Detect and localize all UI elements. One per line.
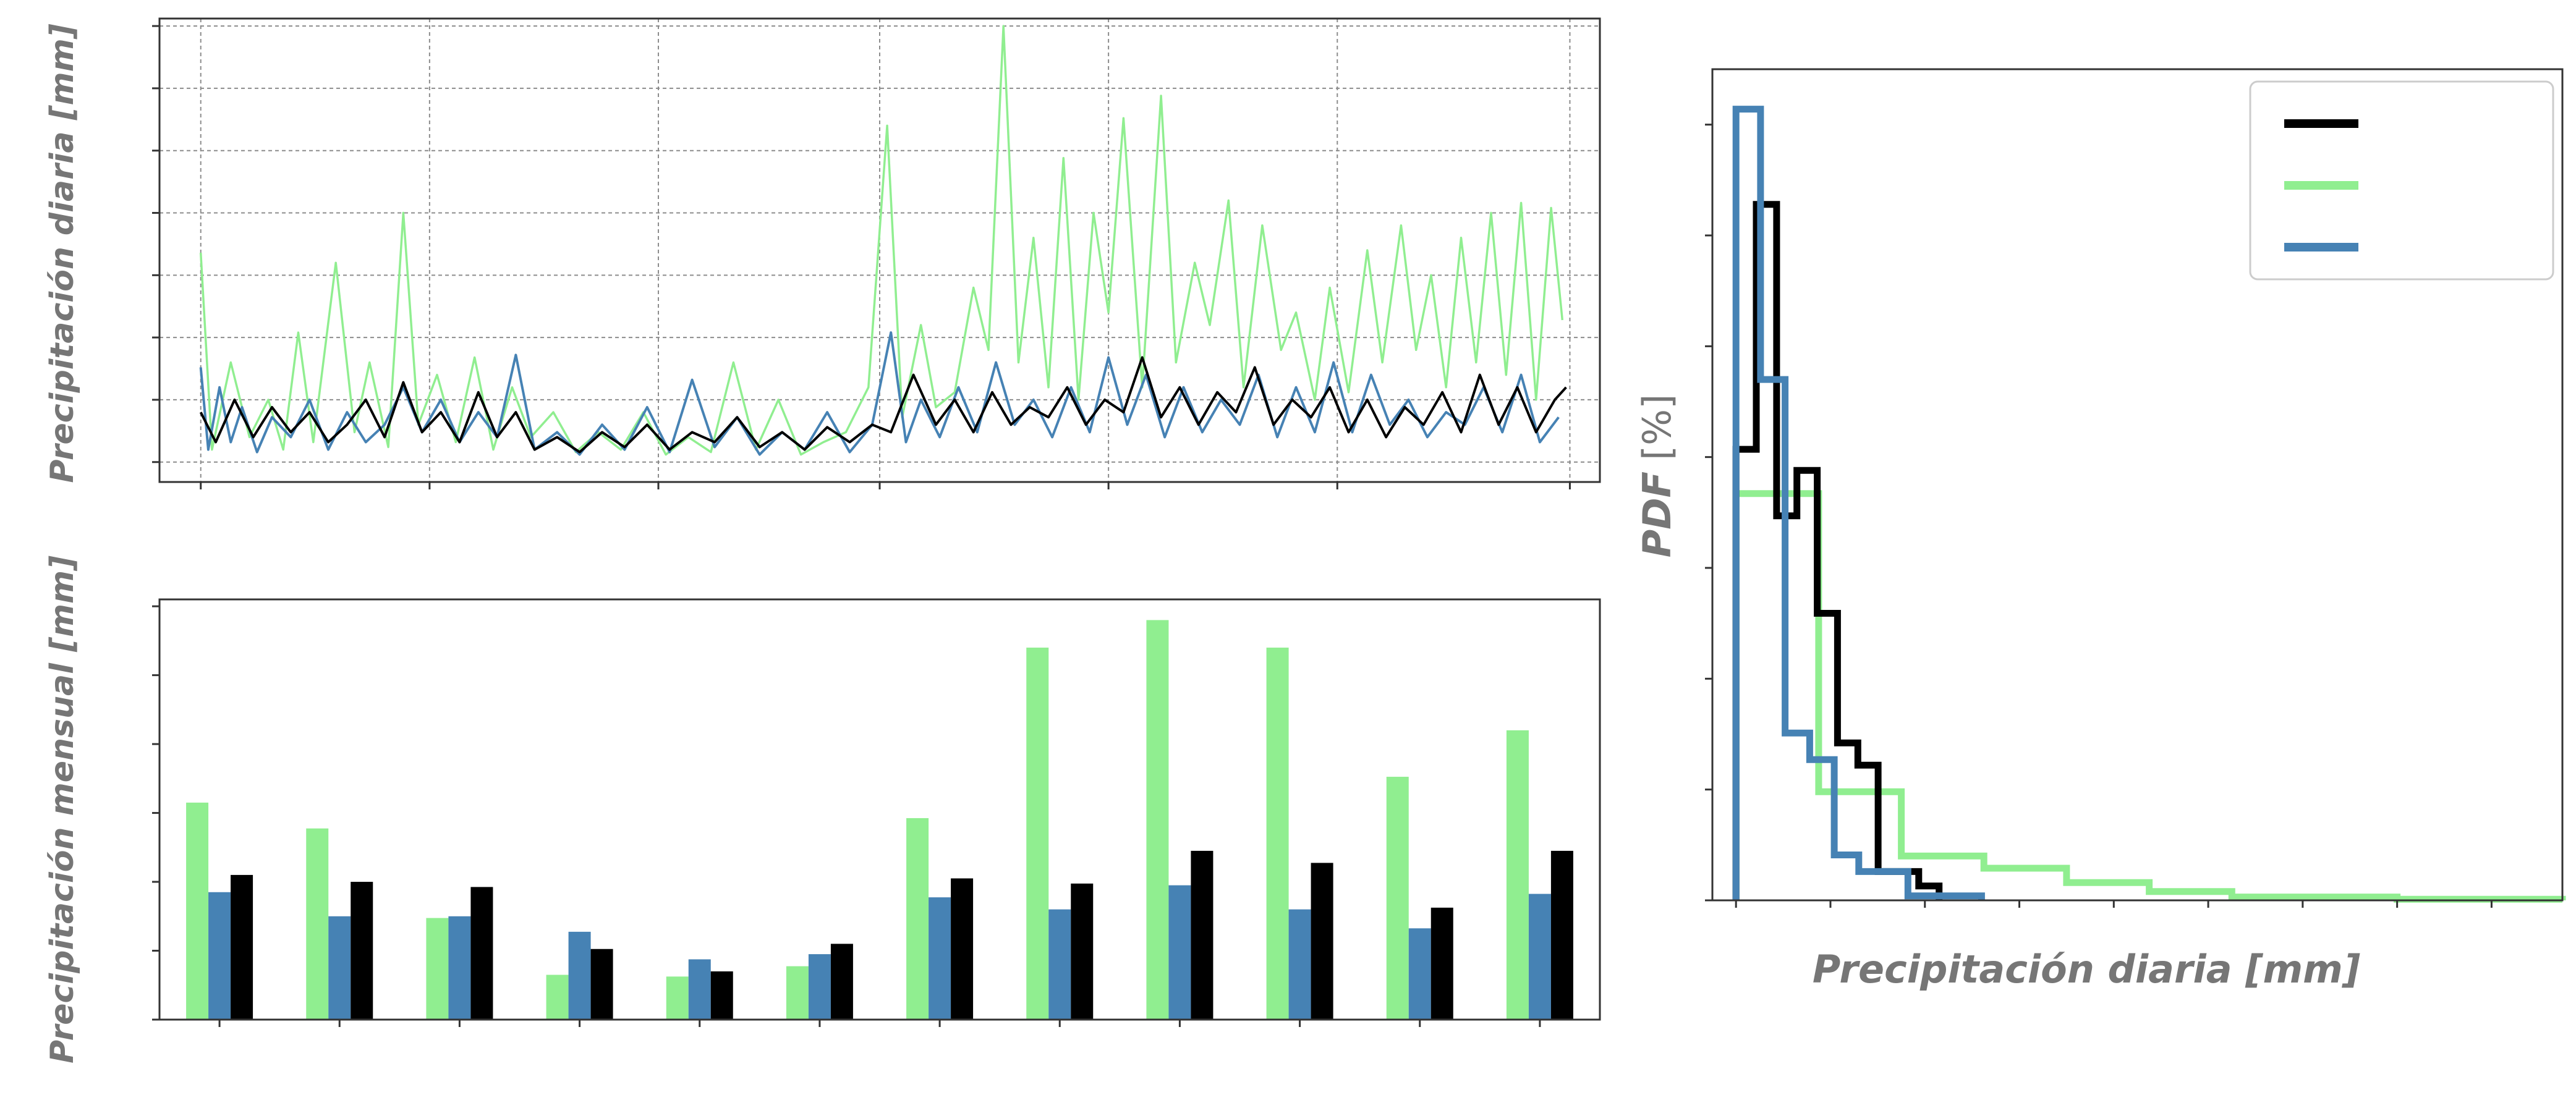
svg-text:PDF[%]: PDF [%] xyxy=(1634,394,1680,558)
monthly-bar-goes xyxy=(666,976,689,1020)
monthly-bar-goes xyxy=(186,802,209,1020)
monthly-bar-imerg xyxy=(568,931,591,1020)
monthly-bar-panel: Precipitación mensual [mm] xyxy=(44,556,1601,1063)
pdf-histogram-panel: Precipitación diaria [mm] PDF [%] xyxy=(1634,68,2566,992)
monthly-bar-imerg xyxy=(1528,894,1551,1020)
monthly-bar-goes xyxy=(906,818,929,1020)
monthly-bar-imerg xyxy=(1048,909,1071,1020)
pdf-legend xyxy=(2249,80,2554,281)
monthly-bar-radar xyxy=(1191,850,1214,1020)
monthly-bar-imerg xyxy=(808,954,831,1020)
pdf-axes-frame xyxy=(1711,68,2564,902)
pdf-ylabel-units: [%] xyxy=(1634,394,1680,460)
pdf-steps xyxy=(1732,106,2566,903)
monthly-bar-goes xyxy=(1266,648,1289,1020)
monthly-bar-radar xyxy=(1071,883,1094,1020)
daily-grid xyxy=(159,19,1600,482)
monthly-bar-imerg xyxy=(448,916,471,1020)
monthly-axes-frame xyxy=(158,598,1601,1021)
monthly-bar-imerg xyxy=(1168,885,1191,1020)
monthly-bar-radar xyxy=(351,882,373,1020)
monthly-bar-goes xyxy=(306,828,329,1020)
pdf-xlabel: Precipitación diaria [mm] xyxy=(1813,947,2360,992)
daily-ylabel: Precipitación diaria [mm] xyxy=(44,23,81,483)
monthly-bar-radar xyxy=(1430,907,1453,1020)
pdf-ticks xyxy=(1705,124,2493,908)
monthly-bar-imerg xyxy=(1288,909,1311,1020)
monthly-bar-radar xyxy=(710,971,733,1020)
monthly-bar-goes xyxy=(1026,648,1049,1020)
monthly-bar-radar xyxy=(951,878,974,1020)
monthly-bars xyxy=(186,620,1573,1020)
monthly-ylabel: Precipitación mensual [mm] xyxy=(44,556,81,1063)
monthly-bar-radar xyxy=(470,887,493,1020)
monthly-bar-goes xyxy=(1146,620,1169,1020)
legend-box xyxy=(2249,80,2554,281)
daily-series-radar xyxy=(199,356,1567,454)
monthly-bar-goes xyxy=(1386,777,1409,1020)
monthly-bar-imerg xyxy=(688,959,711,1020)
monthly-bar-goes xyxy=(546,974,569,1020)
monthly-bar-radar xyxy=(830,944,853,1020)
monthly-bar-imerg xyxy=(929,897,951,1020)
monthly-bar-radar xyxy=(1311,863,1333,1020)
monthly-bar-radar xyxy=(1550,850,1573,1020)
pdf-step-goes xyxy=(1732,490,2566,903)
daily-ticks xyxy=(152,25,1571,489)
daily-series xyxy=(199,25,1567,456)
monthly-bar-imerg xyxy=(1408,928,1431,1020)
pdf-step-imerg xyxy=(1732,106,1985,900)
daily-timeseries-panel: Precipitación diaria [mm] xyxy=(44,17,1601,489)
monthly-bar-goes xyxy=(426,918,449,1020)
pdf-ylabel: PDF [%] xyxy=(1634,394,1680,558)
monthly-bar-radar xyxy=(590,949,613,1020)
daily-series-goes xyxy=(199,25,1564,456)
monthly-bar-radar xyxy=(231,874,253,1020)
monthly-bar-goes xyxy=(1506,730,1529,1020)
pdf-ylabel-main: PDF xyxy=(1634,471,1680,557)
daily-series-imerg xyxy=(199,331,1560,456)
monthly-bar-imerg xyxy=(208,892,231,1020)
monthly-bar-imerg xyxy=(328,916,351,1020)
monthly-ticks xyxy=(152,605,1541,1027)
monthly-bar-goes xyxy=(786,966,809,1020)
